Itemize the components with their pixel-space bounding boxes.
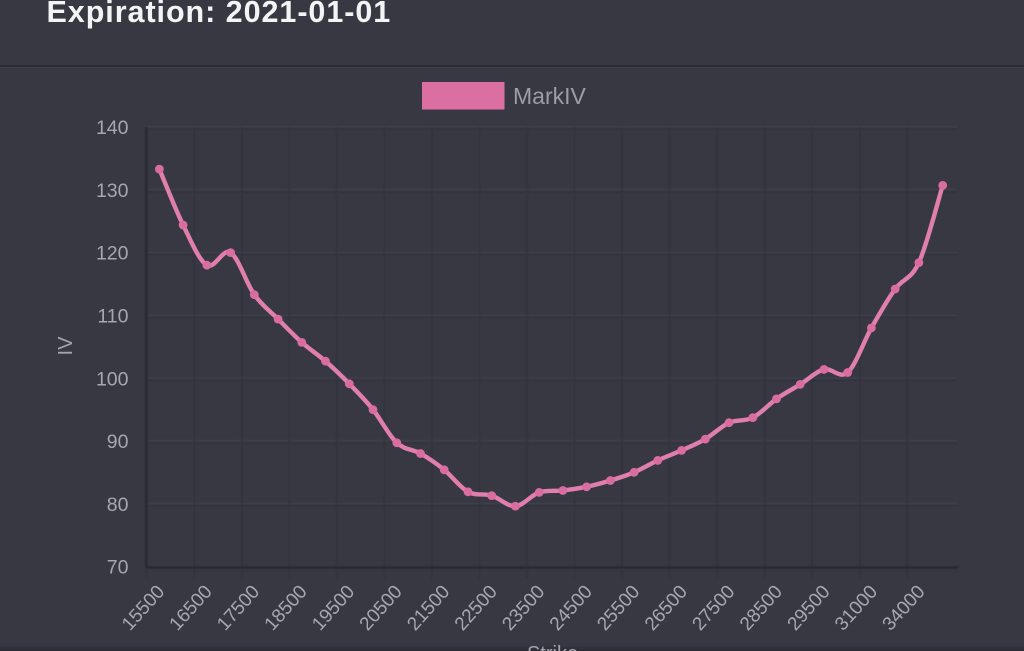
svg-text:26500: 26500: [641, 582, 692, 635]
svg-text:IV: IV: [55, 336, 77, 356]
svg-text:17500: 17500: [213, 582, 264, 635]
svg-text:120: 120: [96, 243, 129, 265]
svg-text:23500: 23500: [498, 582, 549, 635]
svg-text:110: 110: [97, 306, 128, 328]
svg-text:21500: 21500: [403, 582, 454, 635]
svg-text:130: 130: [96, 180, 129, 202]
svg-text:31000: 31000: [831, 582, 882, 635]
svg-text:25500: 25500: [593, 582, 644, 635]
svg-text:18500: 18500: [261, 582, 312, 635]
svg-text:80: 80: [107, 494, 129, 516]
svg-text:140: 140: [96, 117, 129, 139]
svg-text:16500: 16500: [166, 582, 217, 635]
svg-text:34000: 34000: [879, 582, 930, 635]
svg-text:20500: 20500: [356, 582, 407, 635]
svg-text:22500: 22500: [451, 582, 502, 635]
svg-text:28500: 28500: [736, 582, 787, 635]
svg-text:90: 90: [107, 431, 129, 453]
svg-text:15500: 15500: [118, 582, 169, 635]
svg-text:MarkIV: MarkIV: [513, 83, 587, 109]
svg-text:19500: 19500: [308, 582, 359, 635]
svg-text:100: 100: [96, 368, 129, 390]
svg-text:Strike: Strike: [527, 643, 578, 651]
svg-text:27500: 27500: [688, 582, 739, 635]
svg-text:29500: 29500: [784, 582, 835, 635]
svg-text:70: 70: [107, 557, 129, 579]
svg-text:24500: 24500: [546, 582, 597, 635]
